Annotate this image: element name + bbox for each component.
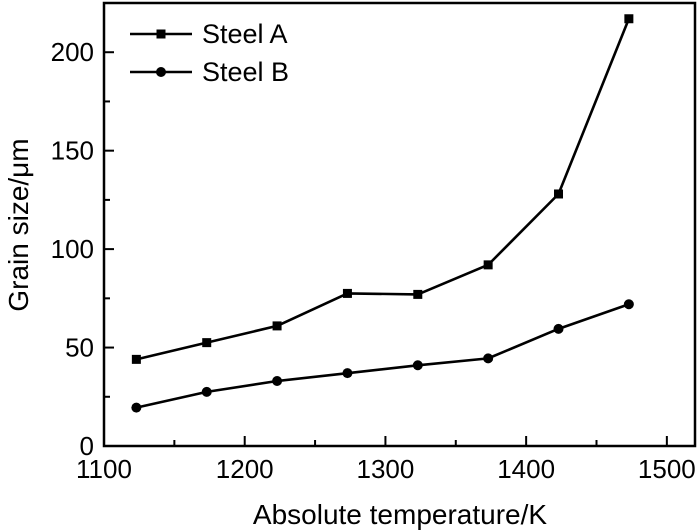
x-tick-label: 1100 [76, 454, 132, 484]
series-steel-a [131, 14, 634, 364]
y-tick-label: 100 [51, 234, 94, 264]
data-point [483, 260, 493, 270]
data-point [131, 354, 141, 364]
y-tick-label: 0 [80, 431, 94, 461]
data-point [202, 338, 212, 348]
series-line-steel-a [136, 18, 631, 361]
data-point [272, 376, 283, 387]
x-tick-label: 1300 [357, 454, 415, 484]
data-point [553, 323, 564, 334]
series-steel-b [131, 299, 634, 413]
data-point [483, 353, 494, 364]
data-point [554, 189, 564, 199]
legend-label: Steel A [202, 19, 288, 49]
data-point [413, 289, 423, 299]
legend: Steel A Steel B [130, 19, 289, 87]
y-tick-labels: 0 50 100 150 200 [51, 37, 94, 461]
x-tick-label: 1200 [216, 454, 274, 484]
y-axis-title: Grain size/μm [3, 138, 34, 311]
legend-label: Steel B [202, 57, 289, 87]
data-point [272, 321, 282, 331]
data-point [131, 402, 142, 413]
y-tick-label: 200 [51, 37, 94, 67]
plot-frame [102, 1, 697, 448]
x-tick-labels: 1100 1200 1300 1400 1500 [76, 454, 696, 484]
legend-marker [156, 29, 166, 39]
x-tick-label: 1500 [638, 454, 696, 484]
x-tick-label: 1400 [497, 454, 555, 484]
x-axis-title: Absolute temperature/K [253, 499, 547, 530]
y-tick-label: 150 [51, 136, 94, 166]
y-tick-label: 50 [65, 333, 94, 363]
series-layer [131, 14, 634, 413]
data-point [623, 299, 634, 310]
data-point [201, 386, 212, 397]
data-point [342, 368, 353, 379]
legend-entry: Steel B [130, 57, 289, 87]
series-line-steel-b [136, 303, 630, 409]
legend-entry: Steel A [130, 19, 288, 49]
data-point [624, 14, 634, 24]
data-point [342, 288, 352, 298]
data-point [412, 360, 423, 371]
legend-marker [156, 67, 166, 77]
axis-ticks [103, 2, 668, 447]
